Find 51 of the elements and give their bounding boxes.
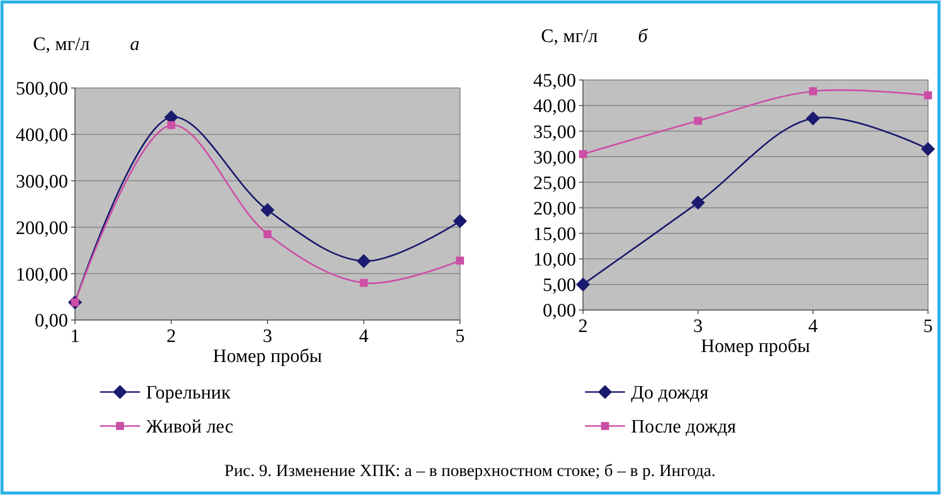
point: [576, 277, 590, 292]
point: [264, 230, 272, 238]
point: [260, 203, 274, 218]
point: [691, 196, 705, 210]
y-tick-label: 0,00: [34, 310, 68, 332]
y-tick-label: 500,00: [16, 78, 68, 100]
point: [579, 150, 587, 158]
y-tick-label: 15,00: [533, 224, 576, 245]
x-axis-title: Номер пробы: [212, 346, 322, 367]
legend-label: Горельник: [146, 382, 232, 404]
y-tick-label: 30,00: [533, 147, 576, 168]
y-tick-label: 200,00: [16, 218, 68, 239]
point: [453, 214, 467, 228]
y-tick-label: 35,00: [533, 122, 576, 143]
x-tick-label: 2: [578, 316, 588, 337]
y-tick-label: 20,00: [533, 198, 576, 220]
y-tick-label: 300,00: [16, 171, 68, 192]
y-tick-label: 100,00: [16, 264, 68, 286]
y-tick-label: 0,00: [542, 300, 576, 322]
y-tick-label: 400,00: [16, 125, 68, 146]
y-axis-title: C, мг/л: [33, 34, 90, 55]
x-tick-label: 4: [359, 326, 369, 347]
x-tick-label: 3: [693, 316, 703, 337]
point: [356, 254, 371, 268]
y-tick-label: 40,00: [533, 96, 576, 118]
point: [694, 116, 702, 125]
x-tick-label: 5: [455, 326, 465, 347]
y-tick-label: 10,00: [533, 250, 576, 271]
y-tick-label: 5,00: [542, 275, 576, 296]
text: а: [130, 34, 140, 55]
point: [167, 121, 176, 130]
legend-label: До дождя: [631, 382, 709, 404]
y-tick-label: 25,00: [533, 172, 576, 194]
y-tick-label: 45,00: [533, 70, 576, 92]
x-tick-label: 1: [70, 326, 80, 347]
point: [809, 87, 817, 96]
text: б: [638, 26, 649, 47]
point: [360, 278, 368, 287]
x-tick-label: 5: [923, 316, 933, 337]
legend-label: После дождя: [631, 416, 736, 438]
point: [806, 111, 820, 126]
point: [456, 256, 464, 265]
text: Рис. 9. Изменение ХПК: а – в поверхностном стоке; б – в р. Ингода.: [224, 461, 716, 480]
x-axis-title: Номер пробы: [700, 336, 810, 357]
y-axis-title: C, мг/л: [541, 26, 598, 47]
x-tick-label: 3: [262, 326, 272, 347]
x-tick-label: 2: [166, 326, 176, 347]
point: [924, 91, 932, 100]
x-tick-label: 4: [808, 316, 818, 337]
point: [921, 142, 935, 156]
legend-label: Живой лес: [146, 416, 234, 438]
